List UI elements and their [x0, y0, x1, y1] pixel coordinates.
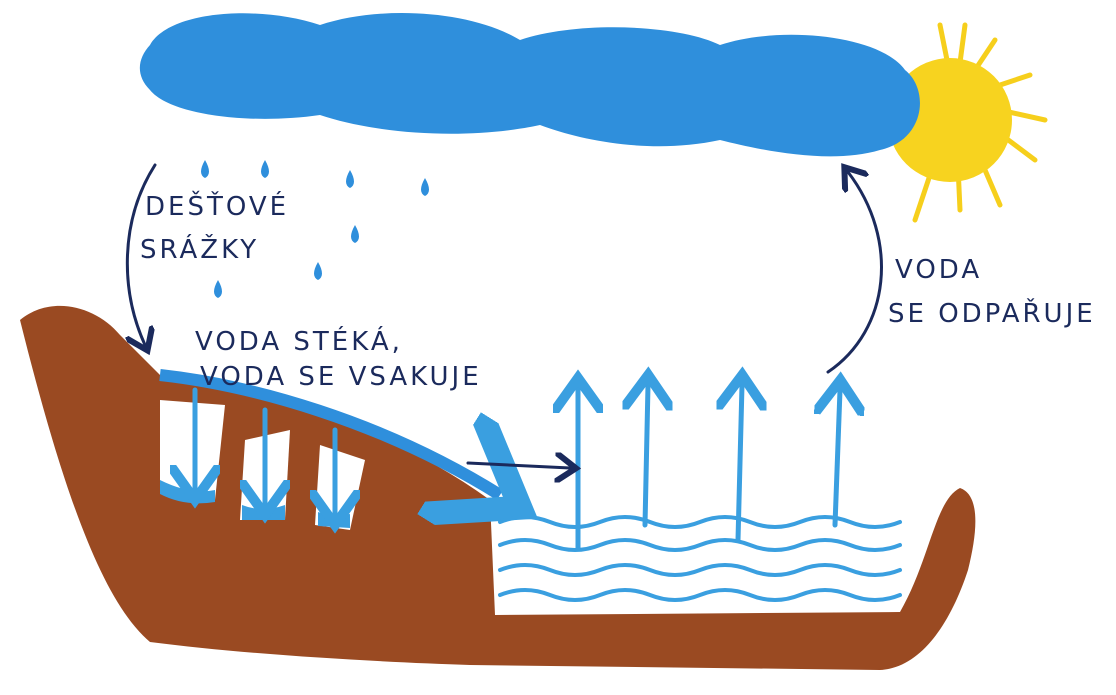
label-line: VODA STÉKÁ, — [195, 325, 403, 357]
cloud — [140, 13, 920, 156]
label-line: SE ODPAŘUJE — [888, 297, 1096, 329]
lake-waves — [500, 517, 900, 600]
label-line: VODA SE VSAKUJE — [200, 362, 482, 392]
label-line: VODA — [895, 255, 982, 285]
label-line: DEŠŤOVÉ — [145, 190, 289, 222]
water-cycle-diagram: DEŠŤOVÉ SRÁŽKY VODA STÉKÁ, VODA SE VSAKU… — [0, 0, 1116, 695]
rain-drops — [201, 160, 429, 298]
label-line: SRÁŽKY — [140, 233, 259, 265]
vapor-arrow — [828, 172, 881, 372]
flow-arrow — [468, 463, 570, 468]
